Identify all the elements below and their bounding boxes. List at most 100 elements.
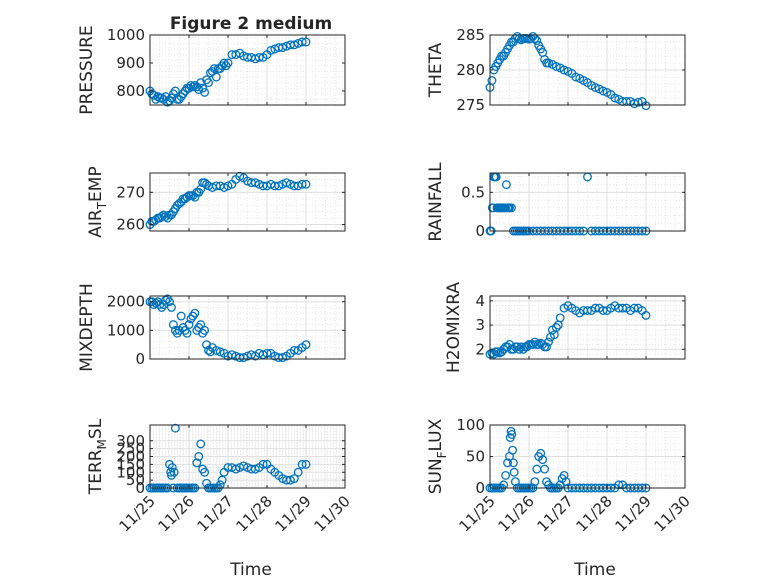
subplot-4: 0 0.5 RAINFALL (426, 162, 686, 242)
data-point (231, 464, 241, 474)
y-tick-label: 2000 (107, 293, 145, 311)
x-tick-label: 11/25 (116, 492, 159, 535)
data-point (161, 212, 171, 221)
data-point (532, 36, 542, 46)
data-point (278, 353, 288, 363)
data-point (583, 306, 592, 315)
y-tick-label: 4 (475, 292, 485, 310)
data-point (266, 45, 276, 55)
data-point (196, 184, 206, 194)
data-point (166, 303, 176, 312)
data-point (289, 40, 299, 50)
data-point (254, 52, 264, 62)
data-point (536, 448, 546, 458)
data-point (194, 452, 204, 461)
subplot-2: 275 280 285 THETA (426, 26, 686, 114)
data-point (190, 308, 200, 318)
data-point (167, 463, 177, 472)
data-point (544, 58, 553, 68)
data-point (514, 344, 524, 354)
data-point (516, 342, 526, 352)
data-point (211, 72, 221, 82)
data-point (168, 320, 178, 330)
y-axis-label: H2OMIXRA (444, 282, 464, 373)
data-point (641, 101, 651, 111)
data-point (598, 306, 608, 315)
data-point (509, 467, 519, 477)
data-point (507, 203, 516, 213)
data-point (561, 477, 571, 487)
x-tick-label: 11/27 (194, 492, 237, 535)
data-point (239, 353, 249, 363)
data-point (297, 179, 307, 189)
data-point (205, 347, 215, 357)
y-tick-label: 50 (126, 471, 145, 489)
y-tick-label: 2 (475, 340, 485, 358)
data-point (297, 459, 307, 469)
data-point (196, 439, 206, 449)
data-point (211, 345, 221, 355)
data-point (590, 83, 600, 92)
data-point (559, 470, 569, 480)
data-point (217, 475, 227, 485)
data-point (487, 76, 497, 85)
data-point (165, 297, 174, 307)
data-point (629, 303, 639, 313)
data-point (209, 64, 219, 74)
axes-box (149, 295, 346, 360)
data-point (170, 86, 180, 96)
data-point (542, 342, 551, 352)
data-point (551, 323, 561, 332)
x-tick-label: 11/29 (612, 492, 655, 535)
y-tick-label: 275 (456, 96, 485, 114)
data-point (235, 171, 245, 181)
y-tick-label: 0.5 (461, 183, 485, 201)
x-tick-label: 11/26 (155, 492, 198, 535)
data-point (200, 467, 210, 477)
data-point (501, 470, 511, 480)
y-tick-label: 300 (116, 432, 145, 450)
data-point (499, 480, 509, 490)
x-axis-label-right: Time (573, 560, 616, 580)
data-point (215, 347, 225, 357)
data-point (215, 480, 225, 490)
subplot-1: 800 900 1000 PRESSURE (77, 25, 346, 115)
y-tick-label: 0 (135, 350, 145, 368)
data-point (633, 97, 643, 107)
data-point (571, 72, 581, 82)
y-tick-label: 50 (466, 448, 485, 466)
y-tick-label: 200 (116, 448, 145, 466)
y-tick-label: 150 (116, 455, 145, 473)
data-point (223, 58, 233, 68)
x-tick-label: 11/28 (233, 492, 276, 535)
data-point (610, 93, 620, 103)
data-point (200, 325, 210, 335)
subplot-6: 2 3 4 H2OMIXRA (444, 282, 686, 373)
data-point (157, 93, 167, 103)
data-point (192, 458, 202, 468)
axes-box (489, 172, 686, 232)
data-point (250, 464, 260, 474)
data-point (508, 458, 518, 468)
x-tick-label: 11/26 (495, 492, 538, 535)
data-point (219, 183, 229, 192)
data-point (289, 345, 299, 355)
x-tick-label: 11/30 (311, 492, 354, 535)
data-point (239, 461, 249, 471)
y-tick-label: 0 (475, 222, 485, 240)
x-tick-label: 11/29 (272, 492, 315, 535)
y-tick-label: 1000 (107, 321, 145, 339)
data-point (501, 180, 511, 190)
data-point (507, 430, 517, 439)
y-tick-label: 250 (116, 440, 145, 458)
y-tick-label: 270 (116, 183, 145, 201)
data-point (301, 37, 311, 47)
data-point (590, 303, 600, 313)
subplot-7: 05010015020025030011/2511/2611/2711/2811… (86, 418, 354, 535)
data-point (301, 340, 311, 350)
data-point (297, 37, 307, 47)
data-point (555, 313, 565, 323)
data-point (184, 320, 194, 330)
